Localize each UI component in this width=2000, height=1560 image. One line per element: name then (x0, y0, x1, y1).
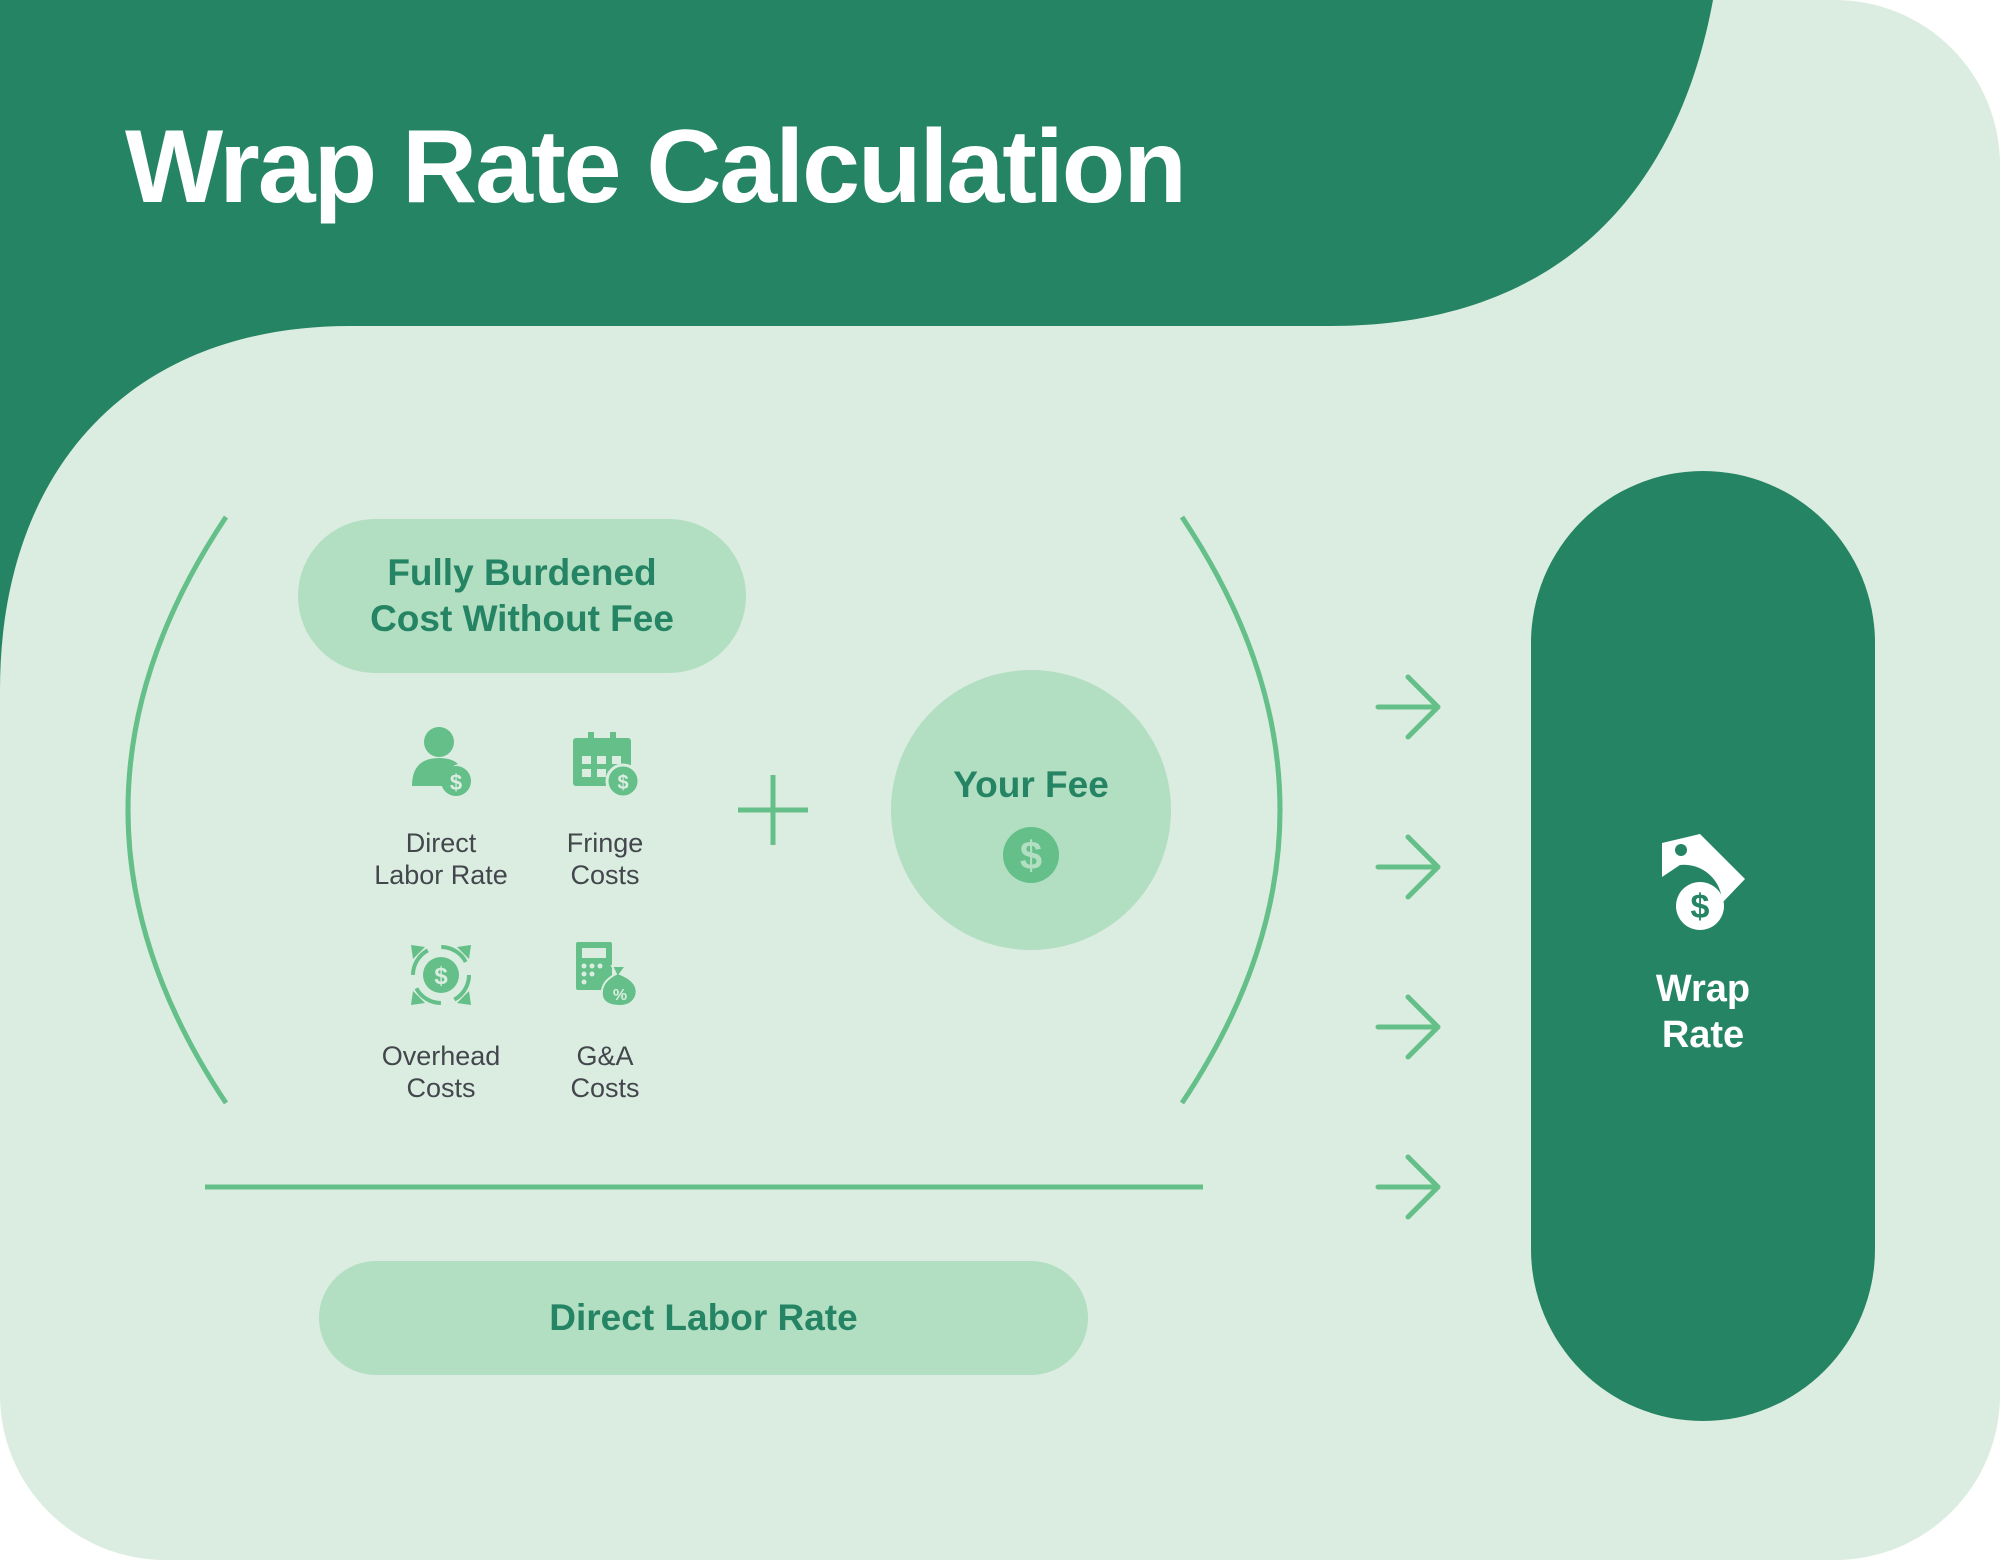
label-line: Fringe (566, 828, 644, 858)
fully-burdened-line2: Cost Without Fee (370, 598, 674, 639)
fee-label: Your Fee (953, 764, 1109, 805)
arrow-right-icon (1375, 674, 1441, 740)
component-label-ga: G&A Costs (505, 1040, 705, 1104)
plus-icon (738, 775, 808, 845)
direct-labor-rate-label: Direct Labor Rate (549, 1297, 858, 1338)
direct-labor-rate-pill: Direct Labor Rate (319, 1261, 1088, 1375)
label-line: Costs (406, 1073, 476, 1103)
arrow-right-icon (1375, 1154, 1441, 1220)
wrap-rate-pill (1531, 471, 1875, 1421)
right-parenthesis (1179, 515, 1283, 1105)
wrap-rate-line1: Wrap (1655, 968, 1751, 1010)
person-dollar-icon: $ (412, 727, 471, 796)
price-tag-dollar-icon: $ (1662, 834, 1745, 930)
calendar-dollar-icon: $ (573, 732, 641, 799)
label-line: Overhead (381, 1041, 501, 1071)
left-parenthesis (125, 515, 229, 1105)
fully-burdened-pill: Fully Burdened Cost Without Fee (298, 519, 746, 673)
calculator-moneybag-icon: % (576, 942, 638, 1008)
svg-text:$: $ (434, 963, 448, 990)
svg-text:$: $ (1020, 834, 1042, 878)
label-line: Labor Rate (374, 860, 508, 890)
svg-text:$: $ (450, 770, 462, 795)
component-label-direct-labor: Direct Labor Rate (341, 827, 541, 891)
arrow-right-icon (1375, 994, 1441, 1060)
fee-circle (891, 670, 1171, 950)
svg-text:$: $ (1691, 888, 1710, 926)
wrap-rate-label: Wrap Rate (1531, 966, 1875, 1058)
svg-text:%: % (613, 987, 627, 1004)
component-label-fringe: Fringe Costs (505, 827, 705, 891)
wrap-rate-line2: Rate (1661, 1014, 1745, 1056)
overhead-dollar-icon: $ (411, 945, 471, 1005)
svg-text:$: $ (617, 772, 628, 794)
header-shape (0, 0, 1713, 690)
component-label-overhead: Overhead Costs (341, 1040, 541, 1104)
label-line: Direct (405, 828, 477, 858)
label-line: G&A (576, 1041, 634, 1071)
arrow-right-icon (1375, 834, 1441, 900)
label-line: Costs (570, 860, 640, 890)
dollar-coin-icon: $ (1003, 827, 1059, 883)
label-line: Costs (570, 1073, 640, 1103)
fully-burdened-line1: Fully Burdened (387, 552, 657, 593)
page-title: Wrap Rate Calculation (125, 109, 1187, 225)
